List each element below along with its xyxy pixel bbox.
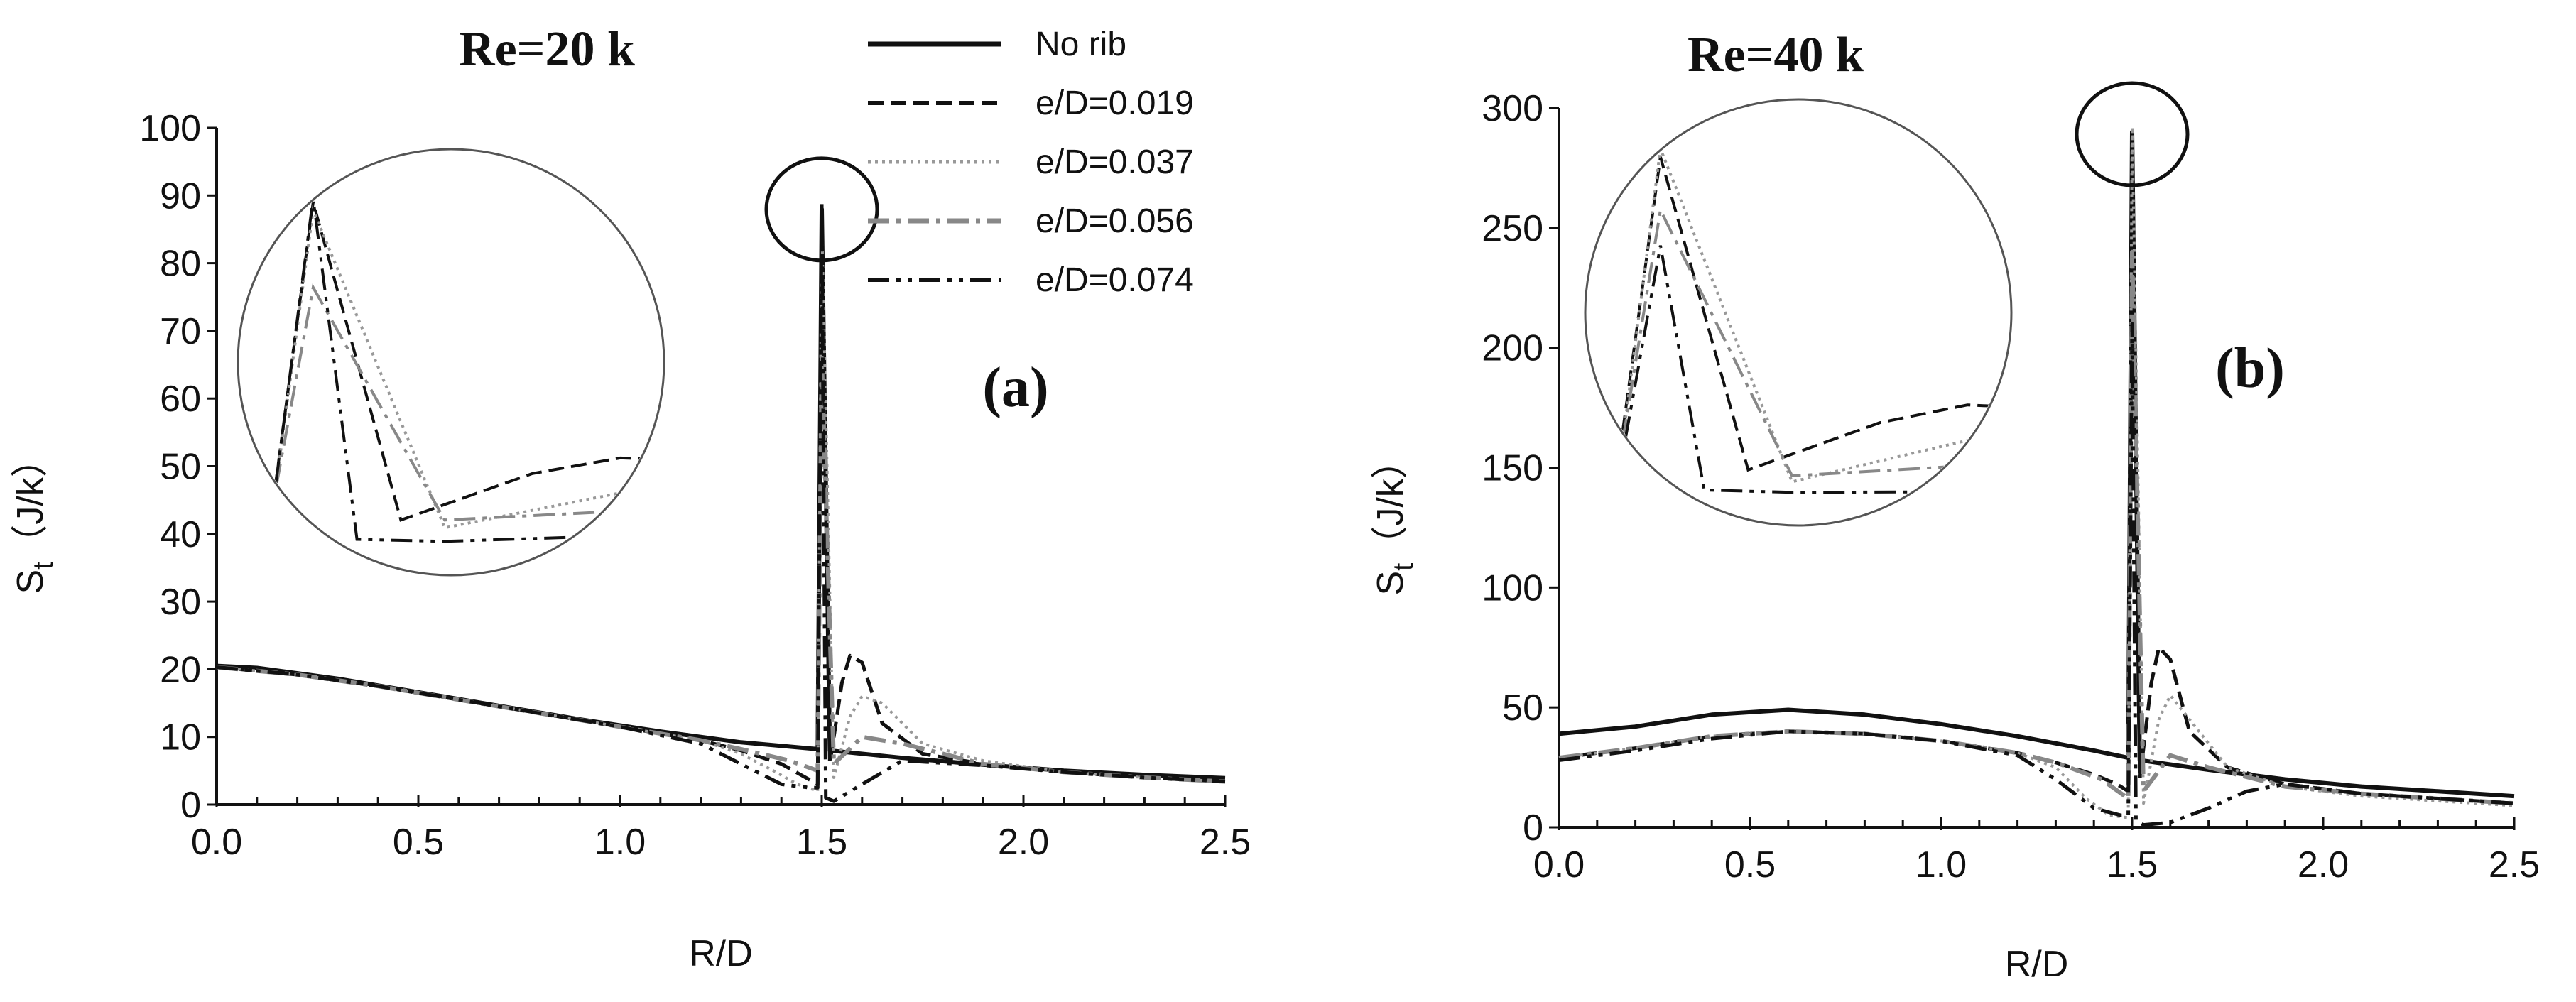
chart-title: Re=20 k [459, 22, 635, 77]
legend-label: e/D=0.074 [1036, 261, 1194, 299]
peak-highlight-circle [764, 156, 879, 263]
y-tick-label: 250 [1482, 208, 1543, 249]
y-tick-label: 70 [160, 311, 201, 352]
inset-line-e-d-0-074 [268, 198, 663, 543]
zoom-inset-circle [237, 148, 665, 577]
chart-b: 0 50 100 150 200 250 300 0.0 0.5 1.0 1.5 2.0 2.5 R/D S… [1370, 28, 2540, 985]
chart-a: 0 10 20 30 40 50 60 70 80 90 100 0.0 0.5 1.0 1.5 2.0 2.5… [10, 22, 1251, 974]
x-tick-label: 1.0 [594, 822, 646, 863]
legend: No rib e/D=0.019 e/D=0.037 e/D=0.056 e/D=0.0… [868, 26, 1194, 299]
inset-line-e-d-0-037 [1615, 148, 2010, 489]
series-line-e-d-0-056 [216, 356, 1226, 784]
y-tick-label: 300 [1482, 88, 1543, 129]
x-tick-label: 0.5 [1724, 844, 1776, 886]
y-tick-label: 0 [180, 785, 201, 826]
inset-line-e-d-0-056 [268, 283, 663, 525]
y-tick-label: 40 [160, 514, 201, 555]
x-tick-label: 1.0 [1915, 844, 1967, 886]
y-tick-label: 80 [160, 244, 201, 285]
y-tick-label: 100 [1482, 567, 1543, 609]
panel-tag: (a) [982, 356, 1048, 419]
series-line-e-d-0-074 [216, 200, 1226, 803]
x-axis-label: R/D [689, 933, 753, 974]
y-tick-label: 10 [160, 717, 201, 758]
x-tick-label: 2.0 [998, 822, 1049, 863]
y-tick-label: 50 [1502, 687, 1543, 729]
y-tick-label: 150 [1482, 448, 1543, 489]
x-tick-label: 0.0 [191, 822, 242, 863]
zoom-inset-circle [1584, 98, 2013, 527]
y-axis-label: St（J/k） [10, 440, 59, 594]
y-tick-label: 100 [139, 108, 201, 149]
series-line-e-d-0-019 [1558, 142, 2515, 805]
y-tick-label: 20 [160, 649, 201, 690]
series-line-e-d-0-074 [1558, 322, 2515, 827]
x-tick-label: 2.5 [2489, 844, 2540, 886]
y-tick-label: 30 [160, 582, 201, 623]
x-tick-label: 1.5 [2107, 844, 2158, 886]
x-tick-label: 2.0 [2298, 844, 2349, 886]
panel-tag: (b) [2215, 337, 2285, 400]
x-tick-label: 0.5 [393, 822, 444, 863]
peak-highlight-circle [2075, 81, 2190, 187]
x-tick-label: 1.5 [796, 822, 847, 863]
chart-title: Re=40 k [1688, 28, 1864, 82]
legend-label: No rib [1036, 26, 1126, 63]
y-tick-label: 200 [1482, 328, 1543, 369]
y-tick-label: 60 [160, 379, 201, 420]
x-axis-label: R/D [2005, 944, 2069, 985]
y-tick-label: 0 [1523, 807, 1543, 849]
legend-label: e/D=0.056 [1036, 202, 1194, 240]
inset-line-e-d-0-074 [1615, 245, 2010, 494]
y-tick-label: 90 [160, 175, 201, 217]
legend-label: e/D=0.019 [1036, 85, 1194, 122]
y-axis-label: St（J/k） [1370, 442, 1419, 595]
x-tick-label: 0.0 [1533, 844, 1585, 886]
series-line-no-rib [1558, 129, 2515, 799]
x-tick-label: 2.5 [1200, 822, 1251, 863]
legend-label: e/D=0.037 [1036, 143, 1194, 181]
y-tick-label: 50 [160, 447, 201, 488]
